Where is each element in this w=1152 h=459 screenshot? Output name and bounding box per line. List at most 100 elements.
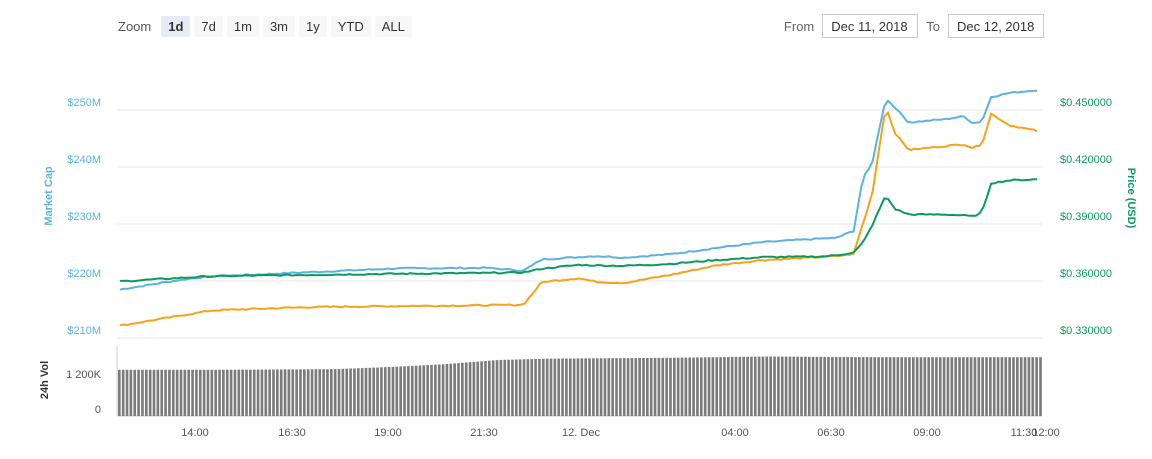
volume-bar [329,369,333,416]
volume-bar [800,356,803,416]
right-tick-label: $0.390000 [1060,211,1112,223]
volume-bar [553,358,557,416]
volume-bar [950,357,954,416]
volume-bar [488,360,491,416]
right-tick-label: $0.330000 [1060,325,1112,337]
volume-bar [977,357,981,416]
zoom-1m-button[interactable]: 1m [226,15,259,37]
zoom-toolbar: Zoom 1d 7d 1m 3m 1y YTD ALL [118,14,412,38]
volume-bar [711,357,715,416]
volume-bar [214,369,217,416]
volume-bar [322,369,325,416]
volume-bar [669,357,672,416]
volume-bar [268,369,271,416]
volume-bar [387,367,391,416]
volume-bar [673,357,676,416]
zoom-7d-button[interactable]: 7d [194,15,223,37]
volume-bar [584,358,587,416]
volume-bar [364,367,368,416]
volume-bar [457,363,460,416]
volume-bar [503,359,507,416]
volume-bar [753,356,757,416]
volume-bar [426,365,429,416]
volume-bar [892,357,896,416]
volume-bar [121,369,125,416]
x-tick-label: 16:30 [278,427,306,439]
volume-bar [514,359,518,416]
volume-bar [726,357,730,416]
from-date-input[interactable] [822,14,919,38]
volume-bar [418,365,422,416]
volume-bar [881,357,884,416]
volume-bar [530,359,534,416]
volume-bar [692,357,695,416]
volume-bar [129,369,133,416]
volume-bar [137,369,140,416]
volume-bar [992,357,996,416]
zoom-label: Zoom [118,18,152,34]
volume-bar [769,356,772,416]
volume-bar [777,356,780,416]
volume-bar [730,357,734,416]
volume-bar [931,357,934,416]
volume-bar [588,358,591,416]
volume-bar [333,369,337,416]
volume-bar [380,367,383,416]
volume-bar [511,359,514,416]
volume-bar [310,369,314,416]
volume-bar [784,356,788,416]
volume-bar [160,369,164,416]
volume-bar [522,359,526,416]
series-lines [119,89,1038,327]
volume-bar [179,369,183,416]
volume-bar [973,357,977,416]
volume-bar [449,363,453,416]
volume-bar [491,360,495,416]
volume-bar [634,358,638,416]
volume-bar [854,357,857,416]
volume-bar [989,357,992,416]
volume-bar [303,369,306,416]
volume-bar [572,358,576,416]
volume-bar [904,357,907,416]
volume-bar [337,369,341,416]
volume-bar [287,369,291,416]
volume-bar [403,366,406,416]
volume-bar [410,365,414,416]
volume-bar [707,357,711,416]
volume-bar [568,358,572,416]
volume-bar [383,367,387,416]
volume-bar [942,357,946,416]
x-tick-label: 14:00 [181,427,209,439]
volume-bar [279,369,283,416]
zoom-all-button[interactable]: ALL [374,15,412,37]
to-date-input[interactable] [948,14,1044,38]
volume-bar [788,356,792,416]
volume-bar [557,358,561,416]
volume-bar [595,358,599,416]
volume-bar [1027,357,1031,416]
x-tick-label: 09:00 [913,427,941,439]
volume-bar [376,367,379,416]
volume-bar [295,369,298,416]
volume-bar [472,361,476,416]
series-line-0 [119,89,1038,291]
volume-bar [938,357,942,416]
left-tick-label: $210M [67,325,101,337]
volume-bar [1012,357,1015,416]
volume-bar [144,369,148,416]
volume-bar [125,369,129,416]
volume-bar [869,357,873,416]
zoom-ytd-button[interactable]: YTD [330,15,371,37]
volume-bar [276,369,279,416]
volume-bar [195,369,198,416]
volume-bar [256,369,260,416]
volume-bar [607,358,611,416]
volume-bar [526,359,530,416]
volume-bar [118,369,121,416]
zoom-1d-button[interactable]: 1d [161,15,191,37]
zoom-1y-button[interactable]: 1y [299,15,327,37]
zoom-3m-button[interactable]: 3m [262,15,295,37]
volume-bar [480,361,483,416]
volume-bar [565,358,568,416]
